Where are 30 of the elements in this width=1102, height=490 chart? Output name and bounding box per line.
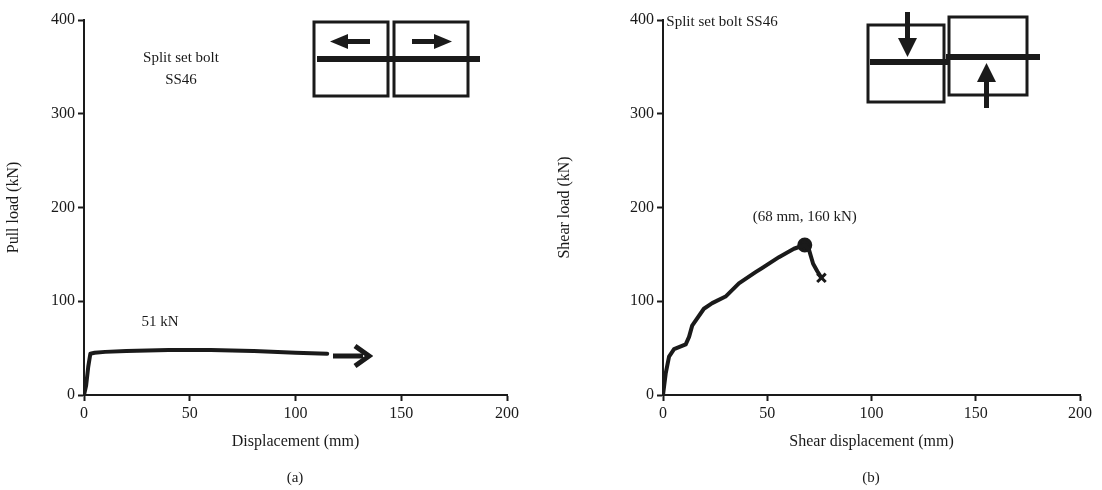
y-tick-label: 100 — [630, 291, 654, 309]
text: (b) — [862, 468, 880, 486]
y-tick-label: 0 — [646, 385, 654, 403]
annotation: Split set bolt SS46 — [143, 48, 220, 87]
y-tick-label: 400 — [630, 10, 654, 28]
y-axis-title: Shear load (kN) — [554, 156, 573, 259]
x-tick-label: 150 — [963, 403, 988, 421]
y-tick-label: 200 — [630, 197, 654, 215]
x-tick-label: 200 — [495, 403, 519, 421]
x-tick-label: 200 — [1068, 403, 1092, 421]
x-tick-label: 0 — [659, 403, 667, 421]
x-tick-label: 50 — [759, 403, 776, 421]
x-tick-label: 50 — [181, 403, 198, 421]
x-tick-label: 100 — [859, 403, 884, 421]
y-tick-label: 300 — [630, 103, 654, 121]
annotation: Split set bolt SS46 — [666, 12, 779, 29]
annotation: (68 mm, 160 kN) — [752, 207, 857, 225]
y-tick-label: 300 — [51, 103, 75, 121]
y-tick-label: 0 — [67, 385, 75, 403]
y-tick-label: 400 — [51, 10, 75, 28]
y-axis-title: Pull load (kN) — [3, 161, 22, 254]
y-tick-label: 100 — [51, 291, 75, 309]
x-tick-label: 100 — [283, 403, 308, 421]
text: (a) — [286, 468, 304, 486]
x-tick-label: 0 — [80, 403, 88, 421]
x-axis-title: Shear displacement (mm) — [789, 431, 954, 450]
annotation: 51 kN — [141, 312, 179, 329]
y-tick-label: 200 — [51, 197, 75, 215]
x-axis-title: Displacement (mm) — [231, 431, 360, 450]
x-tick-label: 150 — [389, 403, 414, 421]
